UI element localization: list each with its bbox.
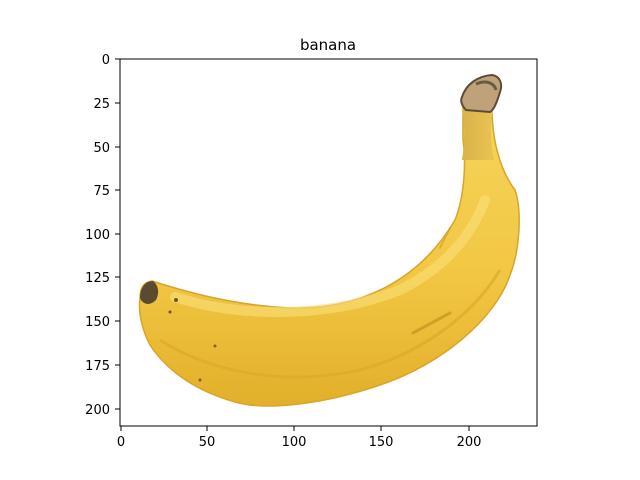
y-tick-label: 150 — [85, 315, 110, 330]
banana-mark — [439, 227, 451, 249]
y-tick-label: 0 — [102, 53, 110, 68]
banana-highlight — [170, 195, 490, 317]
banana-spot — [198, 378, 202, 382]
banana-stem-tip-shade — [475, 80, 498, 91]
x-tick-label: 200 — [457, 435, 482, 450]
y-tick-label: 175 — [85, 359, 110, 374]
x-tick-label: 100 — [282, 435, 307, 450]
x-tick-label: 50 — [199, 435, 216, 450]
banana-mark — [411, 311, 452, 335]
y-tick-label: 25 — [93, 97, 110, 112]
y-tick-label: 75 — [93, 184, 110, 199]
y-axis: 0 25 50 75 100 125 150 175 200 — [85, 53, 120, 418]
banana-spot — [174, 298, 178, 302]
banana-spot — [168, 310, 172, 314]
banana — [138, 73, 520, 407]
x-tick-label: 150 — [369, 435, 394, 450]
y-tick-label: 125 — [85, 271, 110, 286]
y-tick-label: 100 — [85, 228, 110, 243]
axes-frame — [119, 58, 538, 427]
banana-stem — [462, 110, 494, 160]
banana-seam — [159, 269, 502, 379]
banana-spot — [213, 344, 217, 348]
y-tick-label: 50 — [93, 141, 110, 156]
x-axis: 0 50 100 150 200 — [117, 426, 482, 450]
banana-blossom-end — [140, 281, 159, 304]
image-area — [119, 58, 538, 427]
y-tick-label: 200 — [85, 403, 110, 418]
x-tick-label: 0 — [117, 435, 125, 450]
plot-title: banana — [300, 36, 356, 54]
